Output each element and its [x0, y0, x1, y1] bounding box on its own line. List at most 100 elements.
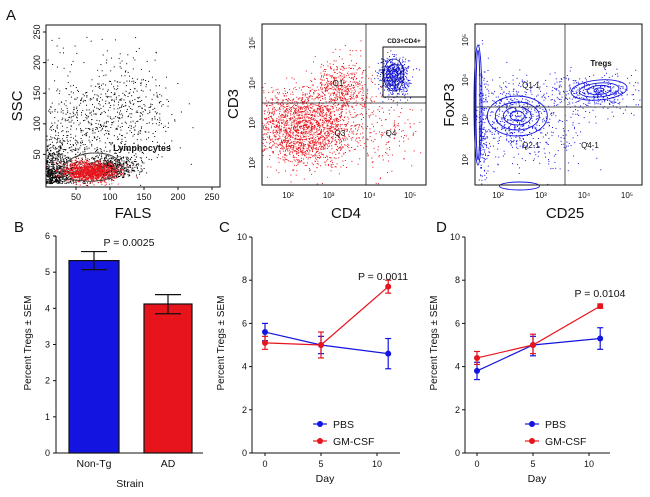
event-dot: [48, 151, 50, 153]
event-dot: [314, 128, 316, 130]
event-dot: [115, 161, 117, 163]
event-dot: [301, 139, 303, 140]
event-dot: [314, 115, 316, 117]
event-dot: [86, 95, 88, 97]
event-dot: [114, 171, 116, 173]
event-dot: [52, 166, 53, 168]
event-dot: [298, 159, 300, 161]
event-dot: [75, 98, 77, 100]
event-dot: [341, 100, 343, 102]
event-dot: [50, 179, 52, 181]
event-dot: [77, 89, 79, 91]
event-dot: [130, 121, 132, 123]
event-dot: [67, 135, 69, 137]
event-dot: [104, 164, 106, 165]
gated-dot: [89, 174, 91, 176]
event-dot: [97, 136, 99, 138]
event-dot: [48, 174, 50, 176]
event-dot: [49, 177, 51, 179]
event-dot: [317, 163, 319, 165]
gated-dot: [110, 163, 112, 165]
event-dot: [342, 146, 344, 148]
gated-dot: [94, 175, 96, 177]
event-dot: [64, 140, 66, 142]
panel-label-a: A: [6, 7, 16, 24]
gated-dot: [75, 173, 77, 175]
event-dot: [320, 126, 321, 128]
event-dot: [131, 108, 133, 110]
event-dot: [118, 138, 120, 140]
gated-dot: [117, 183, 119, 185]
event-dot: [283, 95, 285, 97]
event-dot: [86, 131, 88, 133]
event-dot: [68, 167, 70, 169]
event-dot: [285, 134, 287, 136]
gated-dot: [94, 171, 96, 173]
gated-dot: [77, 171, 79, 172]
event-dot: [58, 171, 60, 173]
event-dot: [118, 161, 120, 163]
gated-dot: [85, 167, 87, 169]
gated-dot: [88, 162, 90, 164]
event-dot: [177, 83, 179, 84]
event-dot: [314, 115, 316, 117]
event-dot: [284, 141, 286, 143]
event-dot: [279, 132, 281, 133]
event-dot: [60, 165, 62, 167]
event-dot: [136, 177, 138, 179]
event-dot: [114, 165, 116, 167]
gated-dot: [88, 167, 90, 169]
event-dot: [120, 99, 122, 101]
event-dot: [315, 152, 317, 154]
event-dot: [76, 111, 78, 113]
event-dot: [296, 117, 298, 119]
event-dot: [62, 155, 64, 157]
event-dot: [284, 150, 286, 152]
event-dot: [49, 159, 51, 161]
event-dot: [136, 168, 138, 170]
gated-dot: [91, 172, 93, 174]
gated-dot: [78, 158, 80, 159]
event-dot: [325, 117, 327, 119]
event-dot: [127, 164, 129, 166]
event-dot: [48, 174, 49, 176]
event-dot: [334, 133, 336, 135]
event-dot: [148, 70, 150, 72]
y-tick-label: 250: [32, 24, 42, 39]
event-dot: [281, 139, 283, 141]
event-dot: [285, 113, 287, 115]
gated-dot: [96, 169, 98, 171]
gated-dot: [117, 174, 119, 176]
event-dot: [88, 128, 90, 130]
event-dot: [307, 104, 309, 106]
event-dot: [109, 149, 111, 151]
event-dot: [57, 169, 59, 171]
event-dot: [57, 181, 59, 183]
event-dot: [56, 157, 58, 159]
event-dot: [287, 103, 289, 105]
gated-dot: [82, 177, 84, 179]
event-dot: [93, 110, 94, 112]
gated-dot: [60, 162, 62, 164]
event-dot: [51, 180, 53, 182]
event-dot: [58, 180, 60, 182]
event-dot: [126, 111, 128, 112]
event-dot: [56, 158, 58, 160]
event-dot: [63, 176, 65, 178]
gated-dot: [79, 161, 81, 163]
event-dot: [50, 112, 52, 114]
event-dot: [313, 147, 315, 149]
event-dot: [76, 112, 78, 114]
event-dot: [302, 162, 304, 164]
event-dot: [58, 181, 60, 183]
event-dot: [272, 152, 274, 154]
event-dot: [67, 112, 69, 114]
event-dot: [124, 173, 126, 175]
gated-dot: [86, 174, 88, 176]
gated-dot: [88, 172, 89, 174]
event-dot: [110, 127, 112, 128]
event-dot: [117, 166, 119, 168]
event-dot: [119, 126, 121, 128]
gated-dot: [66, 173, 67, 175]
event-dot: [58, 152, 60, 154]
